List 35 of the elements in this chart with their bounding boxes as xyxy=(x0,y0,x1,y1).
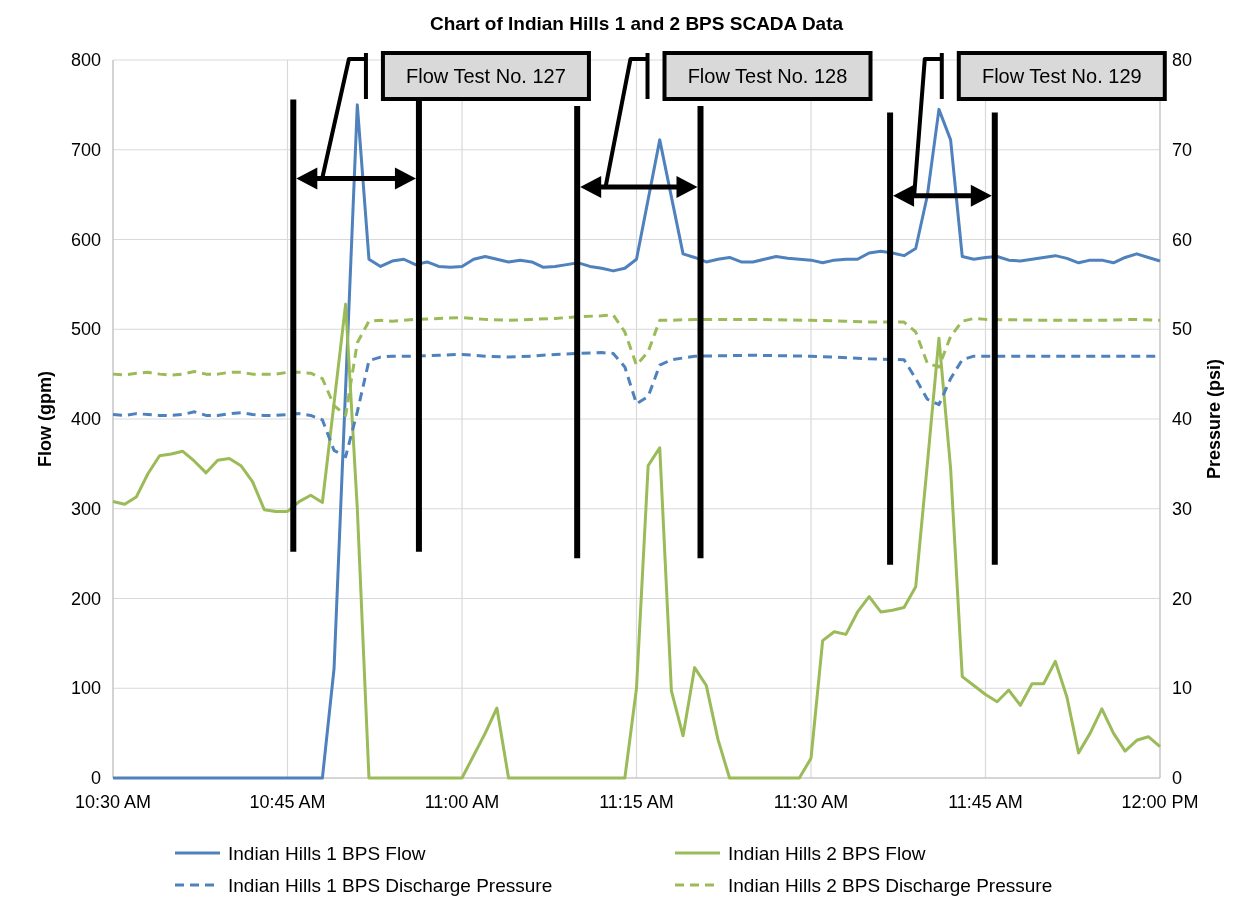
y2-tick-label: 40 xyxy=(1172,409,1193,429)
legend-label: Flow Test No. 128 xyxy=(687,65,848,87)
legend-label: Indian Hills 1 BPS Discharge Pressure xyxy=(228,875,553,896)
x-tick-label: 11:00 AM xyxy=(424,792,500,812)
y-tick-label: 700 xyxy=(70,139,101,160)
y-tick-label: 200 xyxy=(70,588,101,609)
y2-axis-title: Pressure (psi) xyxy=(1204,358,1224,480)
y2-tick-label: 20 xyxy=(1172,588,1193,609)
legend-label: Flow Test No. 129 xyxy=(981,65,1142,87)
y2-tick-label: 10 xyxy=(1172,678,1193,699)
y-tick-label: 600 xyxy=(70,229,101,250)
y2-tick-label: 50 xyxy=(1172,319,1193,340)
x-tick-label: 11:15 AM xyxy=(599,792,674,812)
y2-tick-label: 80 xyxy=(1172,50,1193,70)
x-tick-label: 10:45 AM xyxy=(249,792,326,812)
y2-tick-label: 0 xyxy=(1172,768,1183,788)
x-tick-label: 12:00 PM xyxy=(1121,792,1199,812)
legend-label: Flow Test No. 127 xyxy=(406,65,566,87)
y-axis-title: Flow (gpm) xyxy=(35,371,55,467)
y-tick-label: 0 xyxy=(90,768,101,788)
y-tick-label: 400 xyxy=(70,409,101,429)
legend-label: Indian Hills 2 BPS Flow xyxy=(728,843,926,864)
x-tick-label: 11:30 AM xyxy=(773,792,849,812)
y-tick-label: 300 xyxy=(70,498,101,519)
chart-title: Chart of Indian Hills 1 and 2 BPS SCADA Data xyxy=(429,13,844,34)
y2-tick-label: 30 xyxy=(1172,498,1193,519)
y-tick-label: 100 xyxy=(70,678,101,699)
legend-label: Indian Hills 2 BPS Discharge Pressure xyxy=(728,875,1053,896)
y2-tick-label: 60 xyxy=(1172,229,1193,250)
y-tick-label: 500 xyxy=(70,319,101,340)
x-tick-label: 10:30 AM xyxy=(74,792,152,812)
y2-tick-label: 70 xyxy=(1172,139,1193,160)
legend-label: Indian Hills 1 BPS Flow xyxy=(228,843,426,864)
y-tick-label: 800 xyxy=(70,50,101,70)
x-tick-label: 11:45 AM xyxy=(948,792,1023,812)
